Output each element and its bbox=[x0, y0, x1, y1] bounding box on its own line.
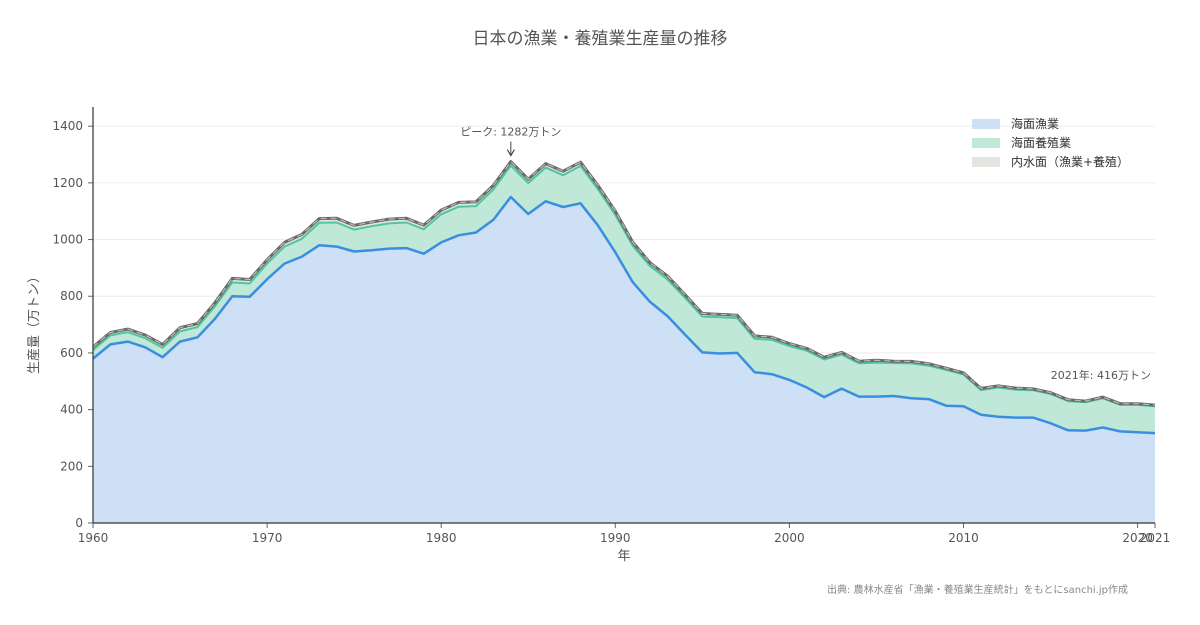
axes: 0 200 400 600 800 1000 1200 1400 1960 1970 1980 199… bbox=[52, 107, 1170, 545]
legend-swatch bbox=[972, 157, 1000, 167]
source-note: 出典: 農林水産省「漁業・養殖業生産統計」をもとにsanchi.jp作成 bbox=[827, 583, 1128, 596]
latest-annotation: 2021年: 416万トン bbox=[1051, 368, 1151, 382]
x-tick-label: 1970 bbox=[252, 531, 283, 545]
y-tick-label: 0 bbox=[75, 516, 83, 530]
stacked-areas bbox=[93, 161, 1155, 523]
x-tick-label: 2021 bbox=[1140, 531, 1171, 545]
x-tick-label: 1990 bbox=[600, 531, 631, 545]
x-tick-label: 2020 bbox=[1122, 531, 1153, 545]
line-series-0 bbox=[92, 195, 1156, 435]
x-tick-label: 2000 bbox=[774, 531, 805, 545]
y-tick-label: 800 bbox=[60, 289, 83, 303]
peak-arrow-head bbox=[506, 149, 515, 157]
x-tick-label: 2010 bbox=[948, 531, 979, 545]
y-tick-label: 600 bbox=[60, 346, 83, 360]
line-series-2-dash bbox=[92, 160, 1156, 406]
peak-annotation: ピーク: 1282万トン bbox=[460, 126, 561, 139]
x-axis-title: 年 bbox=[617, 549, 630, 564]
legend-swatch bbox=[972, 138, 1000, 148]
legend-swatch bbox=[972, 119, 1000, 129]
y-tick-label: 1000 bbox=[52, 233, 83, 247]
x-tick-label: 1980 bbox=[426, 531, 457, 545]
legend-label: 海面養殖業 bbox=[1011, 135, 1071, 150]
x-tick-label: 1960 bbox=[78, 531, 109, 545]
chart-title: 日本の漁業・養殖業生産量の推移 bbox=[473, 29, 728, 49]
y-tick-label: 1400 bbox=[52, 119, 83, 133]
series-lines bbox=[92, 160, 1156, 435]
y-axis-title: 生産量（万トン） bbox=[26, 270, 42, 374]
annotations: ピーク: 1282万トン 2021年: 416万トン bbox=[460, 126, 1151, 382]
legend-label: 海面漁業 bbox=[1011, 116, 1059, 131]
y-tick-label: 1200 bbox=[52, 176, 83, 190]
y-tick-label: 200 bbox=[60, 459, 83, 473]
legend-label: 内水面（漁業+養殖） bbox=[1011, 154, 1129, 169]
y-tick-label: 400 bbox=[60, 403, 83, 417]
area-series-0 bbox=[93, 197, 1155, 523]
area-series-1 bbox=[93, 165, 1155, 434]
